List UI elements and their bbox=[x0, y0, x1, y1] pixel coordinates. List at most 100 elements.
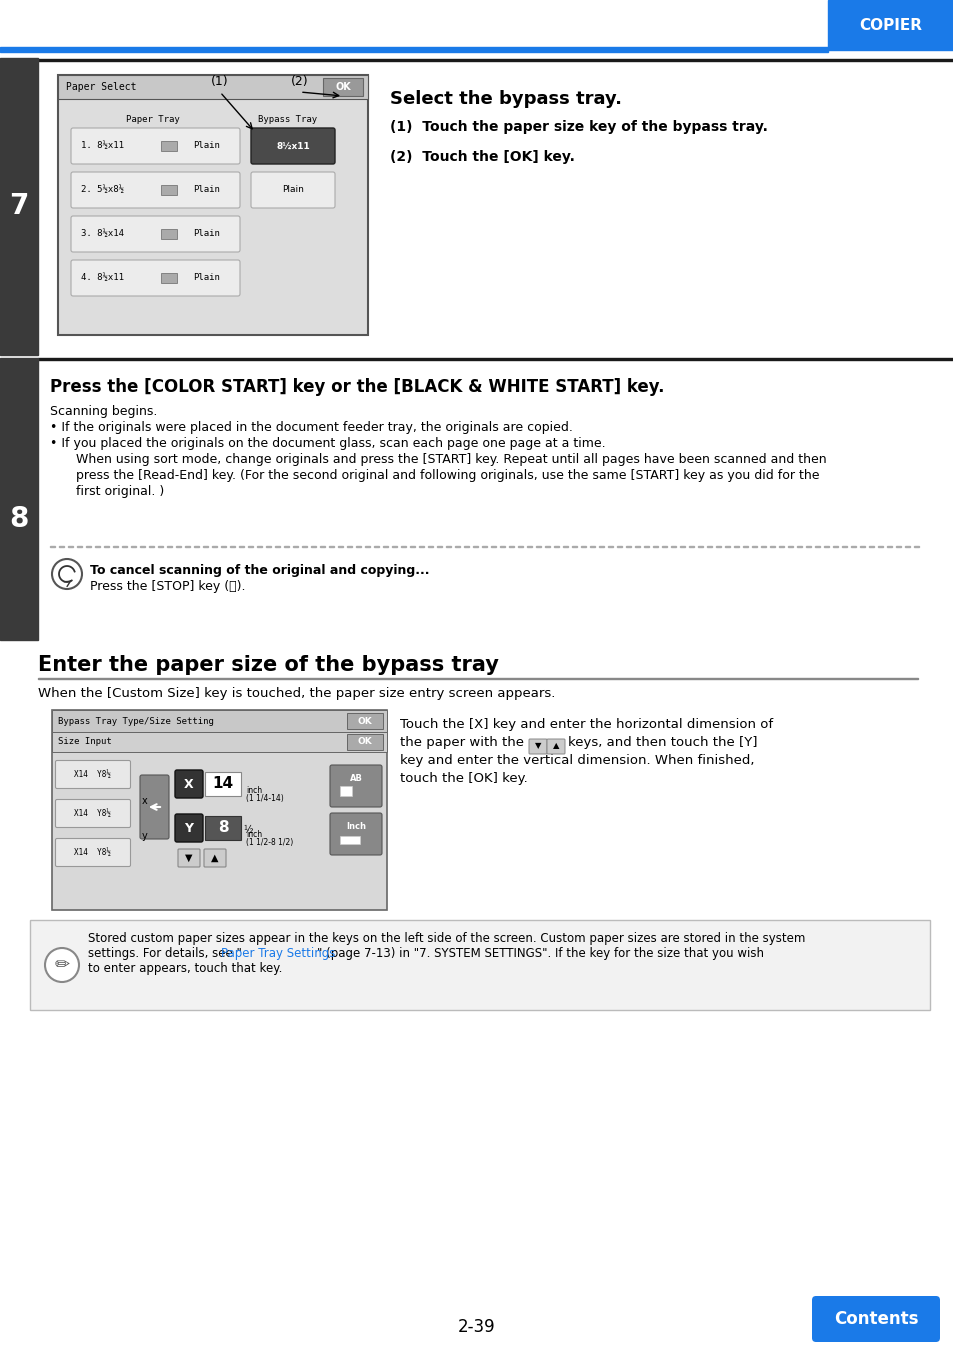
Text: To cancel scanning of the original and copying...: To cancel scanning of the original and c… bbox=[90, 564, 429, 576]
Text: AB: AB bbox=[349, 774, 362, 783]
Text: Paper Select: Paper Select bbox=[66, 82, 136, 92]
Text: y: y bbox=[142, 830, 148, 841]
Bar bbox=[38, 358, 953, 360]
Bar bbox=[52, 710, 387, 910]
Text: inch: inch bbox=[246, 786, 262, 795]
FancyBboxPatch shape bbox=[330, 813, 381, 855]
Text: OK: OK bbox=[357, 737, 372, 747]
Bar bbox=[827, 0, 953, 50]
Text: (1)  Touch the paper size key of the bypass tray.: (1) Touch the paper size key of the bypa… bbox=[390, 120, 767, 134]
Bar bbox=[0, 358, 38, 640]
Text: Plain: Plain bbox=[193, 230, 219, 239]
Bar bbox=[58, 76, 368, 335]
Text: OK: OK bbox=[335, 82, 351, 92]
Circle shape bbox=[52, 559, 82, 589]
Text: X14  Y8½: X14 Y8½ bbox=[74, 848, 112, 857]
Bar bbox=[339, 836, 359, 844]
FancyBboxPatch shape bbox=[55, 838, 131, 867]
Text: • If the originals were placed in the document feeder tray, the originals are co: • If the originals were placed in the do… bbox=[50, 421, 572, 433]
Text: key and enter the vertical dimension. When finished,: key and enter the vertical dimension. Wh… bbox=[399, 755, 754, 767]
FancyBboxPatch shape bbox=[174, 814, 203, 842]
Text: 8: 8 bbox=[10, 505, 29, 533]
Text: Touch the [X] key and enter the horizontal dimension of: Touch the [X] key and enter the horizont… bbox=[399, 718, 772, 730]
Text: first original. ): first original. ) bbox=[64, 485, 164, 498]
Text: the paper with the: the paper with the bbox=[399, 736, 523, 749]
Text: 2. 5½x8½: 2. 5½x8½ bbox=[81, 185, 124, 194]
Text: ½: ½ bbox=[243, 825, 253, 836]
Bar bbox=[30, 919, 929, 1010]
Text: ▲: ▲ bbox=[211, 853, 218, 863]
Text: Press the [STOP] key (Ⓢ).: Press the [STOP] key (Ⓢ). bbox=[90, 580, 245, 593]
Bar bbox=[52, 732, 387, 752]
Text: x: x bbox=[142, 796, 148, 806]
Bar bbox=[58, 76, 368, 99]
FancyBboxPatch shape bbox=[140, 775, 169, 838]
Text: Paper Tray: Paper Tray bbox=[126, 115, 180, 123]
Text: 8: 8 bbox=[217, 821, 228, 836]
Text: " (page 7-13) in "7. SYSTEM SETTINGS". If the key for the size that you wish: " (page 7-13) in "7. SYSTEM SETTINGS". I… bbox=[316, 946, 763, 960]
Text: (1): (1) bbox=[211, 76, 229, 89]
Text: ▼: ▼ bbox=[185, 853, 193, 863]
Text: X: X bbox=[184, 778, 193, 791]
Text: press the [Read-End] key. (For the second original and following originals, use : press the [Read-End] key. (For the secon… bbox=[64, 468, 819, 482]
Text: Y: Y bbox=[184, 822, 193, 834]
Text: ✏: ✏ bbox=[54, 956, 70, 973]
FancyBboxPatch shape bbox=[204, 849, 226, 867]
Text: 3. 8½x14: 3. 8½x14 bbox=[81, 230, 124, 239]
Text: Plain: Plain bbox=[282, 185, 304, 194]
Text: ▼: ▼ bbox=[535, 741, 540, 751]
Text: Paper Tray Settings: Paper Tray Settings bbox=[221, 946, 335, 960]
Bar bbox=[347, 713, 382, 729]
Text: When the [Custom Size] key is touched, the paper size entry screen appears.: When the [Custom Size] key is touched, t… bbox=[38, 687, 555, 701]
Text: 8½x11: 8½x11 bbox=[275, 142, 310, 150]
Text: settings. For details, see ": settings. For details, see " bbox=[88, 946, 242, 960]
Text: Inch: Inch bbox=[346, 822, 366, 830]
Bar bbox=[0, 58, 38, 355]
FancyBboxPatch shape bbox=[178, 849, 200, 867]
Text: 7: 7 bbox=[10, 193, 29, 220]
Text: (2): (2) bbox=[291, 76, 309, 89]
FancyBboxPatch shape bbox=[330, 765, 381, 807]
Text: Press the [COLOR START] key or the [BLACK & WHITE START] key.: Press the [COLOR START] key or the [BLAC… bbox=[50, 378, 664, 396]
Bar bbox=[38, 58, 953, 61]
Text: Bypass Tray: Bypass Tray bbox=[258, 115, 317, 123]
Text: X14  Y8½: X14 Y8½ bbox=[74, 809, 112, 818]
Text: Plain: Plain bbox=[193, 274, 219, 282]
Text: 4. 8½x11: 4. 8½x11 bbox=[81, 274, 124, 282]
Bar bbox=[161, 230, 177, 239]
Text: 1. 8½x11: 1. 8½x11 bbox=[81, 142, 124, 150]
Text: When using sort mode, change originals and press the [START] key. Repeat until a: When using sort mode, change originals a… bbox=[64, 454, 825, 466]
Text: OK: OK bbox=[357, 717, 372, 725]
Text: inch: inch bbox=[246, 830, 262, 838]
Text: Scanning begins.: Scanning begins. bbox=[50, 405, 157, 418]
Bar bbox=[161, 140, 177, 151]
FancyBboxPatch shape bbox=[71, 128, 240, 163]
Text: Enter the paper size of the bypass tray: Enter the paper size of the bypass tray bbox=[38, 655, 498, 675]
Text: (2)  Touch the [OK] key.: (2) Touch the [OK] key. bbox=[390, 150, 575, 163]
FancyBboxPatch shape bbox=[71, 216, 240, 252]
FancyBboxPatch shape bbox=[529, 738, 546, 755]
FancyBboxPatch shape bbox=[251, 128, 335, 163]
Text: Contents: Contents bbox=[833, 1310, 918, 1328]
FancyBboxPatch shape bbox=[174, 769, 203, 798]
Text: 2-39: 2-39 bbox=[457, 1318, 496, 1336]
Text: Plain: Plain bbox=[193, 142, 219, 150]
FancyBboxPatch shape bbox=[71, 171, 240, 208]
FancyBboxPatch shape bbox=[546, 738, 564, 755]
Bar bbox=[52, 710, 387, 732]
Text: (1 1/4-14): (1 1/4-14) bbox=[246, 794, 283, 803]
Bar bbox=[205, 815, 241, 840]
Bar bbox=[347, 734, 382, 751]
Bar bbox=[161, 185, 177, 194]
Bar bbox=[0, 47, 827, 53]
FancyBboxPatch shape bbox=[71, 261, 240, 296]
Circle shape bbox=[45, 948, 79, 981]
Text: ▲: ▲ bbox=[552, 741, 558, 751]
Text: to enter appears, touch that key.: to enter appears, touch that key. bbox=[88, 963, 282, 975]
Text: Stored custom paper sizes appear in the keys on the left side of the screen. Cus: Stored custom paper sizes appear in the … bbox=[88, 931, 804, 945]
FancyBboxPatch shape bbox=[55, 799, 131, 828]
Text: touch the [OK] key.: touch the [OK] key. bbox=[399, 772, 527, 784]
Text: Plain: Plain bbox=[193, 185, 219, 194]
Text: (1 1/2-8 1/2): (1 1/2-8 1/2) bbox=[246, 838, 293, 846]
Text: Bypass Tray Type/Size Setting: Bypass Tray Type/Size Setting bbox=[58, 717, 213, 725]
